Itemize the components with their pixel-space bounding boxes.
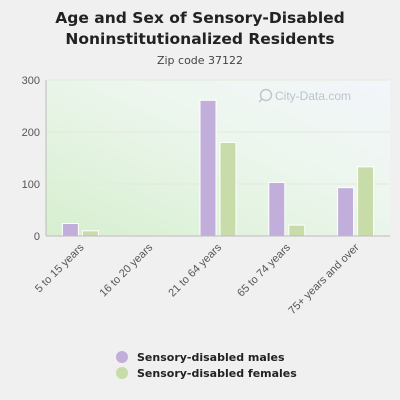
x-tick-label: 16 to 20 years — [98, 241, 156, 299]
x-tick-label: 75+ years and over — [286, 241, 362, 317]
x-tick-label: 65 to 74 years — [235, 241, 293, 299]
bar-males — [199, 99, 217, 237]
x-tick-label: 5 to 15 years — [33, 241, 87, 295]
bar-females — [219, 141, 237, 237]
y-tick-label: 200 — [22, 127, 40, 139]
bars — [61, 99, 375, 237]
legend-item-females: Sensory-disabled females — [116, 365, 297, 381]
chart-subtitle: Zip code 37122 — [156, 54, 244, 67]
watermark-text: City-Data.com — [275, 89, 351, 103]
chart-title-line-1: Age and Sex of Sensory-Disabled — [55, 9, 345, 27]
legend-swatch-females — [116, 367, 128, 379]
watermark: City-Data.com — [258, 88, 351, 103]
x-axis: 5 to 15 years 16 to 20 years 21 to 64 year… — [33, 241, 362, 317]
chart-title-line-2: Noninstitutionalized Residents — [65, 30, 335, 48]
watermark-icon — [259, 88, 273, 102]
y-tick-label: 0 — [34, 231, 40, 243]
watermark-icon-handle — [258, 98, 263, 103]
gridlines — [46, 79, 390, 185]
y-axis: 0 100 200 300 — [22, 75, 390, 243]
x-tick-label: 21 to 64 years — [166, 241, 224, 299]
legend-swatch-males — [116, 351, 128, 363]
legend-label-males: Sensory-disabled males — [137, 350, 285, 364]
bar-males — [268, 181, 286, 237]
bar-females — [357, 166, 375, 237]
bar-males — [61, 223, 79, 237]
bar-females — [81, 230, 99, 237]
legend-label-females: Sensory-disabled females — [137, 366, 297, 380]
bar-males — [337, 187, 355, 237]
y-tick-label: 100 — [22, 179, 40, 191]
legend-item-males: Sensory-disabled males — [116, 349, 297, 365]
legend: Sensory-disabled males Sensory-disabled … — [116, 349, 297, 381]
bar-females — [288, 224, 306, 237]
y-tick-label: 300 — [22, 75, 40, 87]
chart-title: Age and Sex of Sensory-Disabled Noninsti… — [0, 8, 400, 50]
plot-area — [46, 80, 390, 236]
